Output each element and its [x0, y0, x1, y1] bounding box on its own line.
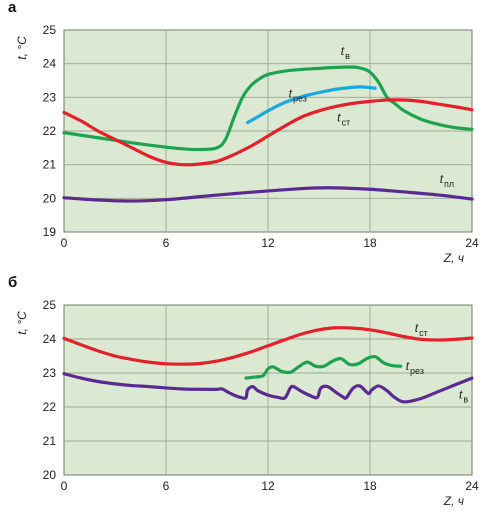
y-axis-label: t, °C — [15, 36, 29, 60]
series-label-в: tв — [341, 44, 350, 61]
y-axis-label: t, °C — [15, 311, 29, 335]
y-tick-label: 20 — [43, 191, 57, 205]
series-label-в: tв — [459, 388, 468, 405]
x-tick-label: 18 — [363, 479, 377, 493]
y-tick-label: 25 — [43, 298, 57, 312]
series-line-в — [62, 65, 474, 152]
series-label-ст: tст — [415, 321, 428, 338]
series-label-рез: tрез — [406, 359, 424, 376]
y-tick-label: 24 — [43, 57, 57, 71]
series-line-ст — [62, 326, 474, 366]
series-label-пл: tпл — [440, 172, 454, 189]
series-line-рез — [246, 85, 377, 125]
y-tick-label: 24 — [43, 332, 57, 346]
panel-label: а — [8, 0, 17, 16]
series-line-рез — [244, 354, 403, 380]
series-line-ст — [62, 98, 474, 167]
x-tick-label: 6 — [163, 479, 170, 493]
y-tick-label: 22 — [43, 400, 57, 414]
series-line-в — [62, 372, 474, 404]
x-axis-label: Z, ч — [443, 494, 464, 508]
x-tick-label: 12 — [261, 236, 275, 250]
y-tick-label: 25 — [43, 23, 57, 37]
y-tick-label: 23 — [43, 90, 57, 104]
x-tick-label: 0 — [61, 479, 68, 493]
x-tick-label: 0 — [61, 236, 68, 250]
y-tick-label: 19 — [43, 225, 57, 239]
x-tick-label: 24 — [465, 479, 479, 493]
y-tick-label: 22 — [43, 124, 57, 138]
x-tick-label: 18 — [363, 236, 377, 250]
x-tick-label: 24 — [465, 236, 479, 250]
series-label-рез: tрез — [289, 86, 307, 103]
panel-label: б — [8, 274, 17, 291]
series-line-пл — [62, 186, 474, 203]
y-tick-label: 23 — [43, 366, 57, 380]
y-tick-label: 21 — [43, 158, 57, 172]
y-tick-label: 21 — [43, 434, 57, 448]
x-axis-label: Z, ч — [443, 251, 464, 265]
x-tick-label: 12 — [261, 479, 275, 493]
y-tick-label: 20 — [43, 468, 57, 482]
x-tick-label: 6 — [163, 236, 170, 250]
series-label-ст: tст — [337, 110, 350, 127]
